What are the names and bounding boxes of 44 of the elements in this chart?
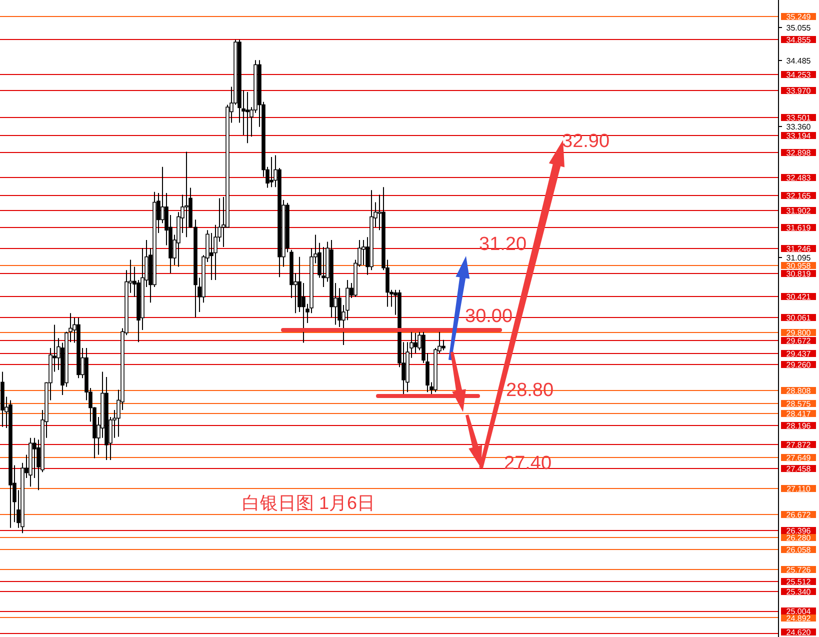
ref-line-label: 25.726 <box>786 565 812 574</box>
ref-line-label: 30.421 <box>786 292 812 302</box>
ref-line-label: 29.672 <box>786 336 812 346</box>
ref-line-label: 35.249 <box>786 12 812 22</box>
ref-line-label: 27.458 <box>786 464 812 474</box>
y-tick-label: 31.095 <box>786 253 812 262</box>
y-tick-label: 33.360 <box>786 122 812 132</box>
ref-line-label: 31.246 <box>786 244 812 254</box>
ref-line-label: 31.619 <box>786 223 812 232</box>
ref-line-label: 26.672 <box>786 510 812 520</box>
ref-line-label: 30.958 <box>786 261 812 270</box>
title: 白银日图 1月6日 <box>242 493 376 513</box>
ref-line-label: 28.575 <box>786 399 812 408</box>
ref-line-label: 32.165 <box>786 191 812 200</box>
y-tick-label: 35.055 <box>786 23 812 32</box>
ref-line-label: 29.437 <box>786 349 812 358</box>
ref-line-label: 28.196 <box>786 421 812 430</box>
ref-line-label: 25.004 <box>786 606 812 616</box>
ref-line-label: 26.280 <box>786 533 812 542</box>
ref-line-label: 25.512 <box>786 577 812 586</box>
annotation: 32.90 <box>562 131 610 152</box>
ref-line-label: 33.970 <box>786 86 812 96</box>
ref-line-label: 33.501 <box>786 113 812 122</box>
ref-line-label: 25.340 <box>786 587 812 596</box>
ref-line-label: 34.855 <box>786 35 812 44</box>
ref-line-label: 29.260 <box>786 360 812 370</box>
ref-line-label: 28.808 <box>786 386 812 396</box>
ref-line-label: 34.253 <box>786 70 812 80</box>
ref-line-label: 26.058 <box>786 545 812 554</box>
ref-line-label: 29.800 <box>786 328 812 338</box>
ref-line-label: 26.396 <box>786 526 812 536</box>
ref-line-label: 33.194 <box>786 131 812 140</box>
ref-line-label: 31.902 <box>786 206 812 216</box>
ref-line-label: 27.110 <box>786 484 811 494</box>
ref-line-label: 32.898 <box>786 148 812 158</box>
ref-line-label: 27.649 <box>786 453 812 462</box>
ref-line-label: 30.061 <box>786 313 812 322</box>
ref-line-label: 32.483 <box>786 173 812 182</box>
ref-line-label: 24.620 <box>786 628 812 637</box>
ref-line-label: 27.872 <box>786 440 812 450</box>
ref-line-label: 30.819 <box>786 269 812 278</box>
y-tick-label: 34.485 <box>786 56 812 66</box>
ref-line-label: 24.892 <box>786 614 812 623</box>
ref-line-label: 28.417 <box>786 409 812 418</box>
